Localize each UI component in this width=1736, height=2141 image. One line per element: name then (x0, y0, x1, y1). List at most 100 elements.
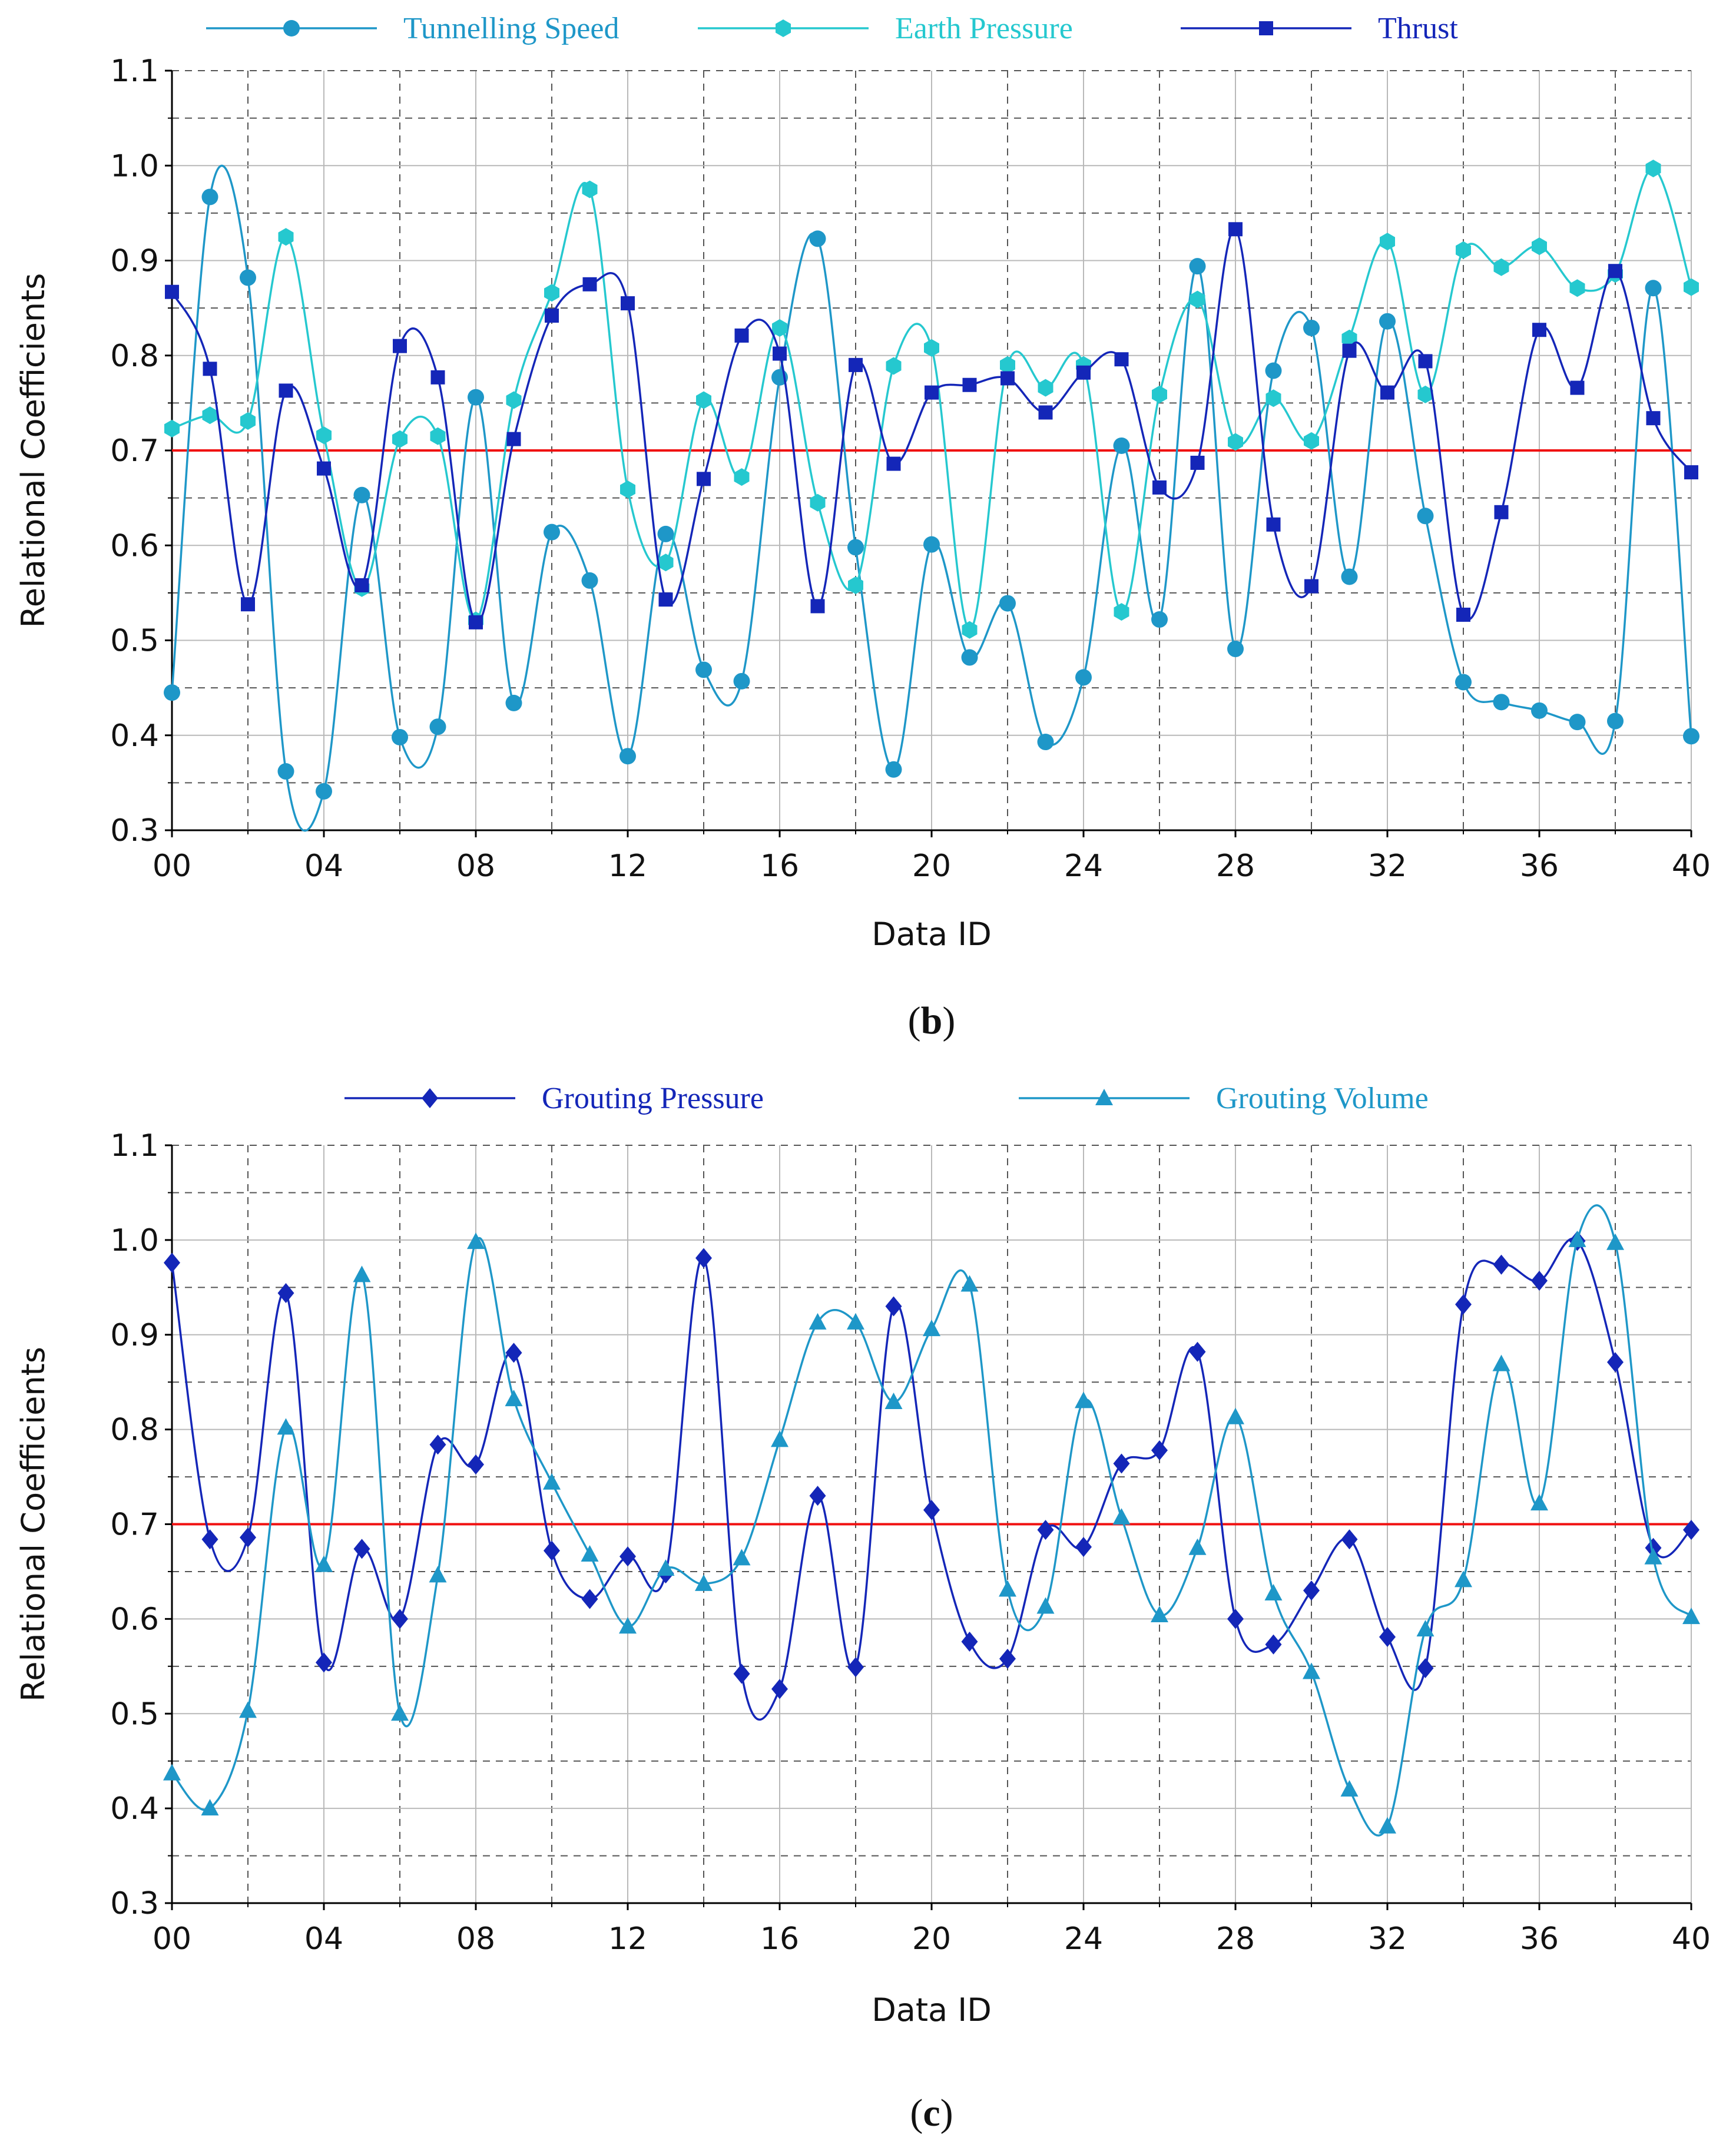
data-point (734, 328, 749, 343)
data-point (429, 1434, 446, 1455)
data-point (771, 1679, 788, 1699)
data-point (773, 346, 787, 361)
x-tick-label: 40 (1672, 849, 1711, 884)
data-point (1646, 411, 1661, 426)
data-point (1683, 1520, 1699, 1540)
legend-entry: Grouting Pressure (344, 1082, 764, 1115)
panel-label-letter: c (923, 2092, 940, 2135)
data-point (849, 357, 863, 372)
data-point (658, 554, 674, 572)
data-point (392, 728, 408, 745)
data-point (925, 385, 939, 400)
data-point (1303, 1662, 1320, 1679)
data-point (468, 389, 484, 406)
data-point (1303, 319, 1320, 336)
data-point (277, 1282, 294, 1303)
data-point (316, 1652, 332, 1673)
data-point (1152, 480, 1167, 495)
data-point (1189, 1341, 1206, 1362)
series-line (171, 1238, 1692, 1721)
y-tick-label: 1.0 (110, 148, 159, 184)
data-point (1456, 241, 1471, 259)
data-point (1682, 1608, 1700, 1625)
panel-label: (c) (910, 2092, 953, 2135)
data-point (886, 456, 901, 471)
data-point (885, 1296, 902, 1317)
legend-marker (422, 1088, 438, 1108)
data-point (393, 339, 407, 353)
data-point (1455, 1570, 1472, 1587)
x-tick-label: 36 (1520, 1921, 1559, 1957)
data-point (1190, 455, 1205, 470)
data-point (619, 1546, 636, 1567)
data-point (696, 391, 711, 409)
x-tick-label: 24 (1064, 849, 1103, 884)
data-point (962, 621, 978, 639)
data-point (999, 1648, 1016, 1669)
data-point (1037, 734, 1054, 751)
data-point (240, 1527, 256, 1548)
data-point (203, 362, 217, 376)
y-tick-label: 0.4 (110, 718, 159, 754)
data-point (960, 1275, 979, 1292)
chart-c: 0.3 0.4 0.5 0.6 0.7 0.8 0.9 1.0 1.1 00 04 08 12 16 20 2… (15, 1082, 1711, 2135)
legend-label: Thrust (1378, 12, 1458, 45)
data-point (1151, 1440, 1168, 1461)
x-tick-label: 12 (608, 1921, 647, 1957)
series-grouting-volume (163, 1204, 1700, 1837)
data-point (1417, 1658, 1434, 1679)
data-point (1532, 237, 1547, 256)
x-tick-label: 04 (304, 849, 343, 884)
data-point (202, 406, 218, 425)
y-tick-label: 0.5 (110, 1696, 159, 1732)
data-point (1114, 352, 1129, 367)
data-point (734, 468, 750, 486)
data-point (999, 595, 1016, 612)
data-point (733, 672, 750, 690)
data-point (1416, 1620, 1434, 1637)
data-point (201, 188, 218, 206)
data-point (1644, 1547, 1662, 1565)
data-point (1455, 1294, 1472, 1315)
data-point (847, 539, 864, 556)
data-point (1684, 465, 1698, 480)
y-axis-title: Relational Coefficients (15, 273, 52, 628)
data-point (772, 319, 787, 337)
data-point (809, 1313, 827, 1330)
x-tick-label: 32 (1368, 849, 1407, 884)
data-point (886, 357, 902, 375)
data-point (1113, 437, 1130, 454)
data-point (1379, 1817, 1396, 1834)
data-point (467, 1232, 485, 1250)
data-point (201, 1529, 218, 1550)
x-tick-label: 20 (912, 1921, 951, 1957)
x-tick-label: 08 (456, 1921, 495, 1957)
data-point (1266, 517, 1281, 532)
data-point (430, 427, 446, 445)
data-point (544, 284, 559, 302)
data-point (847, 1313, 864, 1330)
data-point (923, 1320, 940, 1337)
data-point (279, 383, 293, 398)
data-point (1531, 1271, 1548, 1291)
data-point (315, 1555, 333, 1572)
data-point (1380, 233, 1395, 251)
legend-label: Tunnelling Speed (403, 12, 619, 45)
data-point (1228, 433, 1243, 451)
series-tunnelling-speed (164, 164, 1699, 832)
data-point (961, 649, 978, 666)
legend-marker (1095, 1089, 1113, 1105)
data-point (1645, 160, 1661, 178)
data-point (544, 523, 560, 541)
data-point (1075, 1537, 1092, 1557)
data-point (581, 572, 598, 589)
x-tick-label: 16 (760, 1921, 799, 1957)
data-point (1683, 728, 1699, 745)
data-point (392, 430, 408, 448)
data-point (809, 230, 826, 247)
x-axis-title: Data ID (872, 1991, 992, 2029)
data-point (316, 783, 332, 800)
data-point (163, 1764, 181, 1781)
data-point (810, 493, 826, 512)
